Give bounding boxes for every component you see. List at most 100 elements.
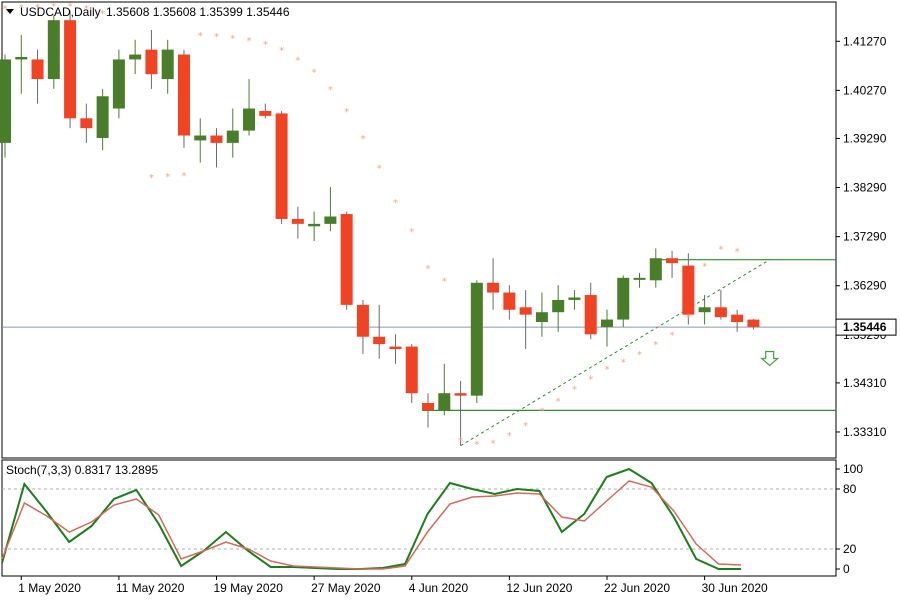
y-tick-label: 1.37290 bbox=[843, 230, 887, 244]
candle-body bbox=[15, 56, 28, 60]
x-tick-label: 19 May 2020 bbox=[214, 581, 284, 595]
sar-dot: * bbox=[181, 171, 186, 182]
sar-dot: * bbox=[458, 436, 463, 447]
candle-body bbox=[210, 135, 223, 143]
x-tick-label: 27 May 2020 bbox=[311, 581, 381, 595]
candle-body bbox=[0, 59, 11, 143]
candle-body bbox=[31, 59, 44, 80]
sar-dot: * bbox=[247, 36, 252, 47]
sar-dot: * bbox=[68, 1, 73, 12]
current-price-label: 1.35446 bbox=[843, 320, 887, 334]
x-tick-label: 22 Jun 2020 bbox=[604, 581, 670, 595]
sar-dot: * bbox=[653, 340, 658, 351]
sar-dot: * bbox=[735, 247, 740, 258]
x-tick-label: 12 Jun 2020 bbox=[506, 581, 572, 595]
symbol-menu-icon[interactable] bbox=[6, 9, 14, 14]
candle-body bbox=[617, 277, 630, 320]
stoch-y-tick-label: 20 bbox=[843, 542, 857, 556]
sar-dot: * bbox=[507, 431, 512, 442]
stoch-pane-frame bbox=[1, 459, 837, 577]
sar-dot: * bbox=[491, 438, 496, 449]
candle-body bbox=[324, 216, 337, 224]
candle-body bbox=[356, 304, 369, 337]
candle-body bbox=[438, 393, 451, 411]
candle-body bbox=[405, 346, 418, 394]
sar-dot: * bbox=[360, 134, 365, 145]
sar-dot: * bbox=[344, 107, 349, 118]
candle-body bbox=[682, 265, 695, 315]
candle-body bbox=[714, 307, 727, 318]
candle-body bbox=[422, 403, 435, 411]
sar-dot: * bbox=[637, 350, 642, 361]
x-tick-label: 1 May 2020 bbox=[18, 581, 81, 595]
candle-body bbox=[177, 54, 190, 136]
sar-dot: * bbox=[19, 3, 24, 14]
sar-dot: * bbox=[718, 244, 723, 255]
candle-body bbox=[535, 312, 548, 323]
y-tick-label: 1.39290 bbox=[843, 131, 887, 145]
candle-body bbox=[454, 393, 467, 396]
x-tick-label: 11 May 2020 bbox=[116, 581, 185, 595]
sar-dot: * bbox=[263, 40, 268, 51]
candle-body bbox=[308, 223, 321, 227]
sar-dot: * bbox=[686, 313, 691, 324]
candle-body bbox=[649, 258, 662, 281]
sar-dot: * bbox=[670, 330, 675, 341]
sar-dot: * bbox=[442, 276, 447, 287]
x-tick-label: 4 Jun 2020 bbox=[409, 581, 469, 595]
down-arrow-icon bbox=[760, 350, 780, 367]
candle-body bbox=[633, 277, 646, 280]
sar-dot: * bbox=[523, 421, 528, 432]
candle-body bbox=[552, 299, 565, 313]
x-tick-label: 30 Jun 2020 bbox=[702, 581, 768, 595]
candle-body bbox=[731, 314, 744, 323]
candle-body bbox=[64, 20, 77, 119]
sar-dot: * bbox=[165, 172, 170, 183]
sar-dot: * bbox=[51, 1, 56, 12]
sar-dot: * bbox=[84, 4, 89, 15]
sar-dot: * bbox=[100, 9, 105, 20]
sar-dot: * bbox=[35, 2, 40, 13]
stoch-y-tick-label: 80 bbox=[843, 482, 857, 496]
sar-dot: * bbox=[230, 33, 235, 44]
sar-dot: * bbox=[556, 397, 561, 408]
candle-body bbox=[487, 282, 500, 293]
sar-dot: * bbox=[295, 55, 300, 66]
candle-body bbox=[194, 135, 207, 141]
sar-dot: * bbox=[588, 374, 593, 385]
sar-dot: * bbox=[702, 262, 707, 273]
candle-body bbox=[373, 336, 386, 345]
candle-body bbox=[145, 49, 158, 75]
current-price-box bbox=[835, 318, 897, 336]
sar-dot: * bbox=[572, 384, 577, 395]
stoch-series-line bbox=[1, 480, 742, 570]
ohlc-header: 1.35608 1.35608 1.35399 1.35446 bbox=[106, 5, 290, 19]
candle-body bbox=[698, 307, 711, 313]
symbol-title: USDCAD,Daily bbox=[20, 5, 101, 19]
y-tick-label: 1.36290 bbox=[843, 279, 887, 293]
stoch-title: Stoch(7,3,3) 0.8317 13.2895 bbox=[6, 463, 158, 477]
y-tick-label: 1.40270 bbox=[843, 83, 887, 97]
candle-body bbox=[226, 130, 239, 143]
candle-body bbox=[112, 59, 125, 109]
candle-body bbox=[96, 96, 109, 138]
sar-dot: * bbox=[621, 357, 626, 368]
y-tick-label: 1.34310 bbox=[843, 376, 887, 390]
candle-body bbox=[291, 218, 304, 224]
sar-dot: * bbox=[279, 46, 284, 57]
stoch-y-tick-label: 100 bbox=[843, 462, 863, 476]
candle-body bbox=[47, 20, 60, 80]
sar-dot: * bbox=[604, 365, 609, 376]
sar-dot: * bbox=[312, 68, 317, 79]
candle-body bbox=[243, 108, 256, 131]
sar-dot: * bbox=[149, 173, 154, 184]
candle-body bbox=[470, 282, 483, 396]
sar-dot: * bbox=[539, 406, 544, 417]
candle-body bbox=[503, 292, 516, 310]
sar-dot: * bbox=[198, 31, 203, 42]
sar-dot: * bbox=[3, 4, 8, 15]
y-tick-label: 1.41270 bbox=[843, 34, 887, 48]
candle-body bbox=[275, 113, 288, 219]
y-tick-label: 1.38290 bbox=[843, 181, 887, 195]
